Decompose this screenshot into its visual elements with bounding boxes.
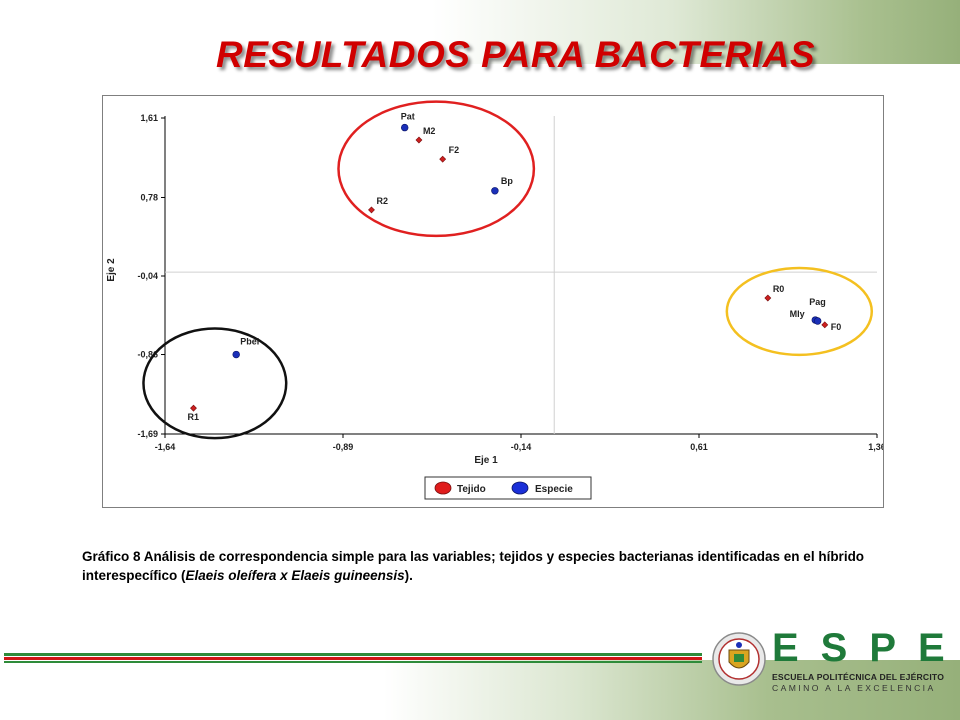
y-tick-label: 1,61 [140, 113, 158, 123]
x-axis-label: Eje 1 [474, 455, 498, 466]
y-tick-label: -1,69 [137, 429, 158, 439]
cluster-yellow-circle [725, 266, 874, 357]
point-label-mly: Mly [790, 309, 805, 319]
legend-label-especie: Especie [535, 484, 573, 495]
footer-line-green-2 [4, 661, 702, 663]
caption-species: Elaeis oleífera x Elaeis guineensis [185, 568, 405, 583]
footer-line-green [4, 653, 702, 656]
point-label-r0: R0 [773, 284, 785, 294]
espe-letters: ESPE [772, 626, 960, 670]
point-label-bp: Bp [501, 176, 513, 186]
top-gradient-band [0, 0, 960, 64]
y-axis-label: Eje 2 [106, 258, 117, 282]
point-label-pbei: Pbei [240, 337, 259, 347]
y-tick-label: -0,86 [137, 350, 158, 360]
y-tick-label: 0,78 [140, 192, 158, 202]
chart-frame: -1,64 -0,89 -0,14 0,61 1,36 1,61 0,78 -0,04 -0,8… [102, 95, 884, 508]
slide-title: RESULTADOS PARA BACTERIAS [216, 34, 816, 75]
cluster-black-circle [142, 327, 288, 440]
x-tick-label: 0,61 [690, 442, 708, 452]
scatter-chart: -1,64 -0,89 -0,14 0,61 1,36 1,61 0,78 -0,04 -0,8… [106, 100, 883, 500]
point-label-pat: Pat [401, 112, 415, 122]
point-m2 [415, 136, 423, 144]
legend-marker-tejido [434, 481, 452, 495]
legend-marker-especie [511, 481, 529, 495]
point-label-m2: M2 [423, 126, 436, 136]
x-tick-label: -1,64 [155, 442, 176, 452]
point-r1 [190, 404, 197, 412]
footer-line-red [4, 657, 702, 660]
x-tick-label: -0,89 [333, 442, 354, 452]
legend-label-tejido: Tejido [457, 484, 486, 495]
point-label-r2: R2 [376, 196, 388, 206]
espe-motto: CAMINO A LA EXCELENCIA [772, 683, 936, 693]
espe-institution-name: ESCUELA POLITÉCNICA DEL EJÉRCITO [772, 672, 945, 682]
point-mly [813, 317, 822, 325]
point-label-f0: F0 [831, 322, 842, 332]
caption-end: ). [404, 568, 413, 583]
espe-logo: ESPE ESCUELA POLITÉCNICA DEL EJÉRCITO CA… [706, 626, 954, 693]
x-tick-label: 1,36 [868, 442, 883, 452]
point-bp [491, 187, 499, 195]
y-tick-label: -0,04 [137, 271, 158, 281]
point-f0 [821, 321, 829, 329]
point-pbei [232, 350, 240, 359]
bottom-gradient-band [0, 660, 960, 720]
point-r2 [368, 206, 375, 214]
footer-lines [4, 653, 702, 664]
caption-text: Gráfico 8 Análisis de correspondencia si… [82, 549, 865, 583]
point-label-r1: R1 [187, 412, 199, 422]
figure-caption: Gráfico 8 Análisis de correspondencia si… [82, 547, 942, 585]
point-label-f2: F2 [449, 145, 460, 155]
point-f2 [439, 155, 447, 163]
espe-seal-icon [712, 632, 766, 686]
point-r0 [764, 294, 772, 302]
point-label-pag: Pag [809, 297, 826, 307]
cluster-red-circle [337, 100, 536, 238]
x-tick-label: -0,14 [511, 442, 532, 452]
legend-box [424, 476, 592, 500]
point-pat [401, 123, 409, 132]
